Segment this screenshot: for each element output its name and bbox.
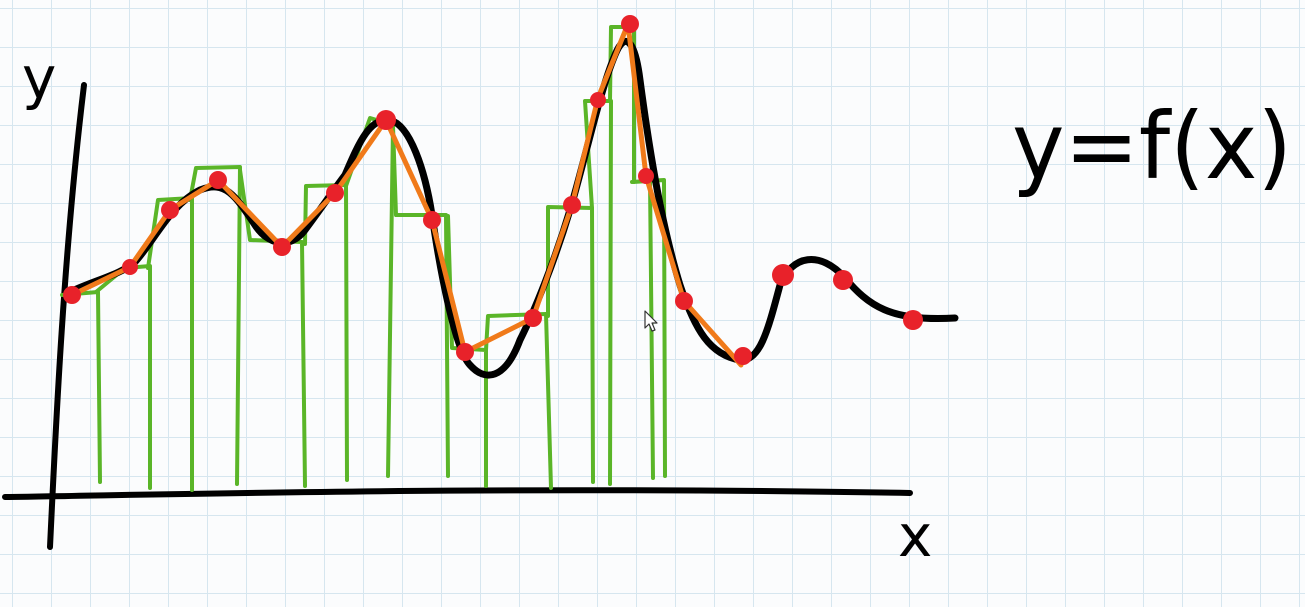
sample-point (273, 238, 291, 256)
sample-point (772, 264, 794, 286)
sample-point (734, 347, 752, 365)
sample-point (833, 270, 853, 290)
sample-point (456, 343, 474, 361)
step-rect (391, 124, 450, 478)
step-rectangles (60, 25, 667, 492)
sample-point (638, 168, 654, 184)
y-axis-label: y (22, 44, 56, 112)
sample-point (122, 259, 138, 275)
step-rect (484, 312, 553, 490)
sample-point (563, 196, 581, 214)
sample-point (675, 292, 693, 310)
step-rect (94, 264, 152, 490)
sample-points (63, 15, 923, 365)
sample-point (161, 201, 179, 219)
function-curve (66, 37, 959, 379)
linear-approximation (69, 21, 744, 368)
step-rect (188, 165, 242, 486)
sample-point (903, 310, 923, 330)
sample-point (376, 110, 396, 130)
sample-point (209, 171, 227, 189)
sample-point (423, 211, 441, 229)
sample-point (63, 286, 81, 304)
sample-point (590, 92, 606, 108)
x-axis (2, 487, 913, 500)
sample-point (621, 15, 639, 33)
mouse-cursor-icon (644, 310, 658, 332)
step-rect (303, 183, 349, 482)
step-rect (344, 116, 395, 478)
x-axis-label: x (898, 502, 932, 570)
function-equation-label: y=f(x) (1012, 93, 1292, 200)
y-axis (47, 82, 87, 550)
sample-point (326, 184, 344, 202)
step-rect (583, 99, 613, 486)
sample-point (524, 309, 542, 327)
step-rect (60, 290, 102, 484)
